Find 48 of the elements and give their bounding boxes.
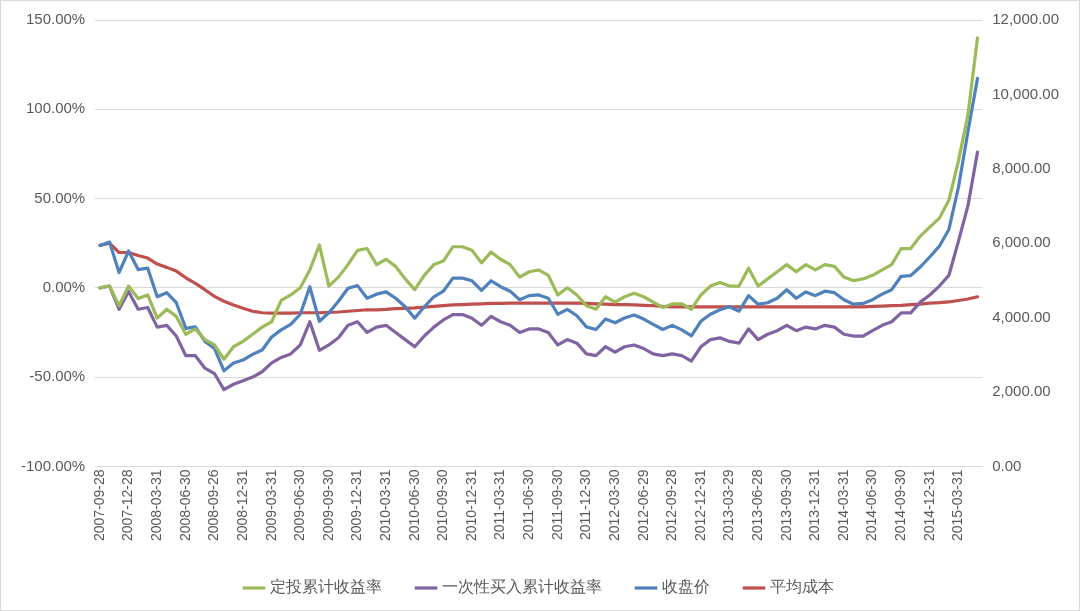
x-tick-label: 2012-06-29 — [634, 469, 651, 542]
y2-tick-label: 10,000.00 — [992, 84, 1059, 102]
y-tick-label: 50.00% — [34, 188, 86, 206]
x-tick-label: 2011-03-31 — [491, 469, 508, 540]
x-tick-label: 2009-12-31 — [348, 469, 365, 542]
x-tick-label: 2008-12-31 — [233, 469, 250, 542]
x-tick-label: 2011-12-30 — [577, 469, 594, 540]
x-tick-label: 2014-12-31 — [920, 469, 937, 542]
y2-tick-label: 0.00 — [992, 456, 1022, 474]
x-tick-label: 2009-06-30 — [291, 469, 308, 542]
x-tick-label: 2014-06-30 — [863, 469, 880, 542]
x-tick-label: 2013-09-30 — [777, 469, 794, 542]
x-tick-label: 2010-06-30 — [405, 469, 422, 542]
y2-tick-label: 12,000.00 — [992, 10, 1059, 28]
x-tick-label: 2012-09-28 — [663, 469, 680, 542]
x-tick-label: 2012-12-31 — [691, 469, 708, 542]
x-tick-label: 2013-06-28 — [748, 469, 765, 542]
x-tick-label: 2007-09-28 — [90, 469, 107, 542]
y-tick-label: 150.00% — [25, 10, 86, 28]
x-tick-label: 2014-03-31 — [834, 469, 851, 542]
y2-tick-label: 4,000.00 — [992, 307, 1051, 325]
y2-tick-label: 6,000.00 — [992, 233, 1051, 251]
x-tick-label: 2015-03-31 — [949, 469, 966, 542]
x-tick-label: 2009-03-31 — [262, 469, 279, 542]
x-tick-label: 2007-12-28 — [119, 469, 136, 542]
y-tick-label: 100.00% — [25, 99, 86, 117]
x-tick-label: 2011-09-30 — [548, 469, 565, 540]
legend-label: 定投累计收益率 — [270, 577, 382, 597]
x-tick-label: 2014-09-30 — [892, 469, 909, 542]
y2-tick-label: 2,000.00 — [992, 382, 1051, 400]
x-tick-label: 2010-09-30 — [434, 469, 451, 542]
x-tick-label: 2012-03-30 — [605, 469, 622, 542]
x-tick-label: 2009-09-30 — [319, 469, 336, 542]
y-tick-label: 0.00% — [42, 277, 86, 295]
x-tick-label: 2011-06-30 — [520, 469, 537, 540]
legend-label: 收盘价 — [662, 577, 710, 597]
x-tick-label: 2008-09-26 — [205, 469, 222, 542]
legend-label: 平均成本 — [770, 577, 834, 597]
y2-tick-label: 8,000.00 — [992, 158, 1051, 176]
y-tick-label: -50.00% — [29, 367, 86, 385]
legend-label: 一次性买入累计收益率 — [442, 577, 602, 597]
x-tick-label: 2008-06-30 — [176, 469, 193, 542]
x-tick-label: 2010-03-31 — [376, 469, 393, 542]
y-tick-label: -100.00% — [20, 456, 86, 474]
x-tick-label: 2013-03-29 — [720, 469, 737, 542]
x-tick-label: 2013-12-31 — [806, 469, 823, 542]
x-tick-label: 2010-12-31 — [462, 469, 479, 542]
x-tick-label: 2008-03-31 — [148, 469, 165, 542]
